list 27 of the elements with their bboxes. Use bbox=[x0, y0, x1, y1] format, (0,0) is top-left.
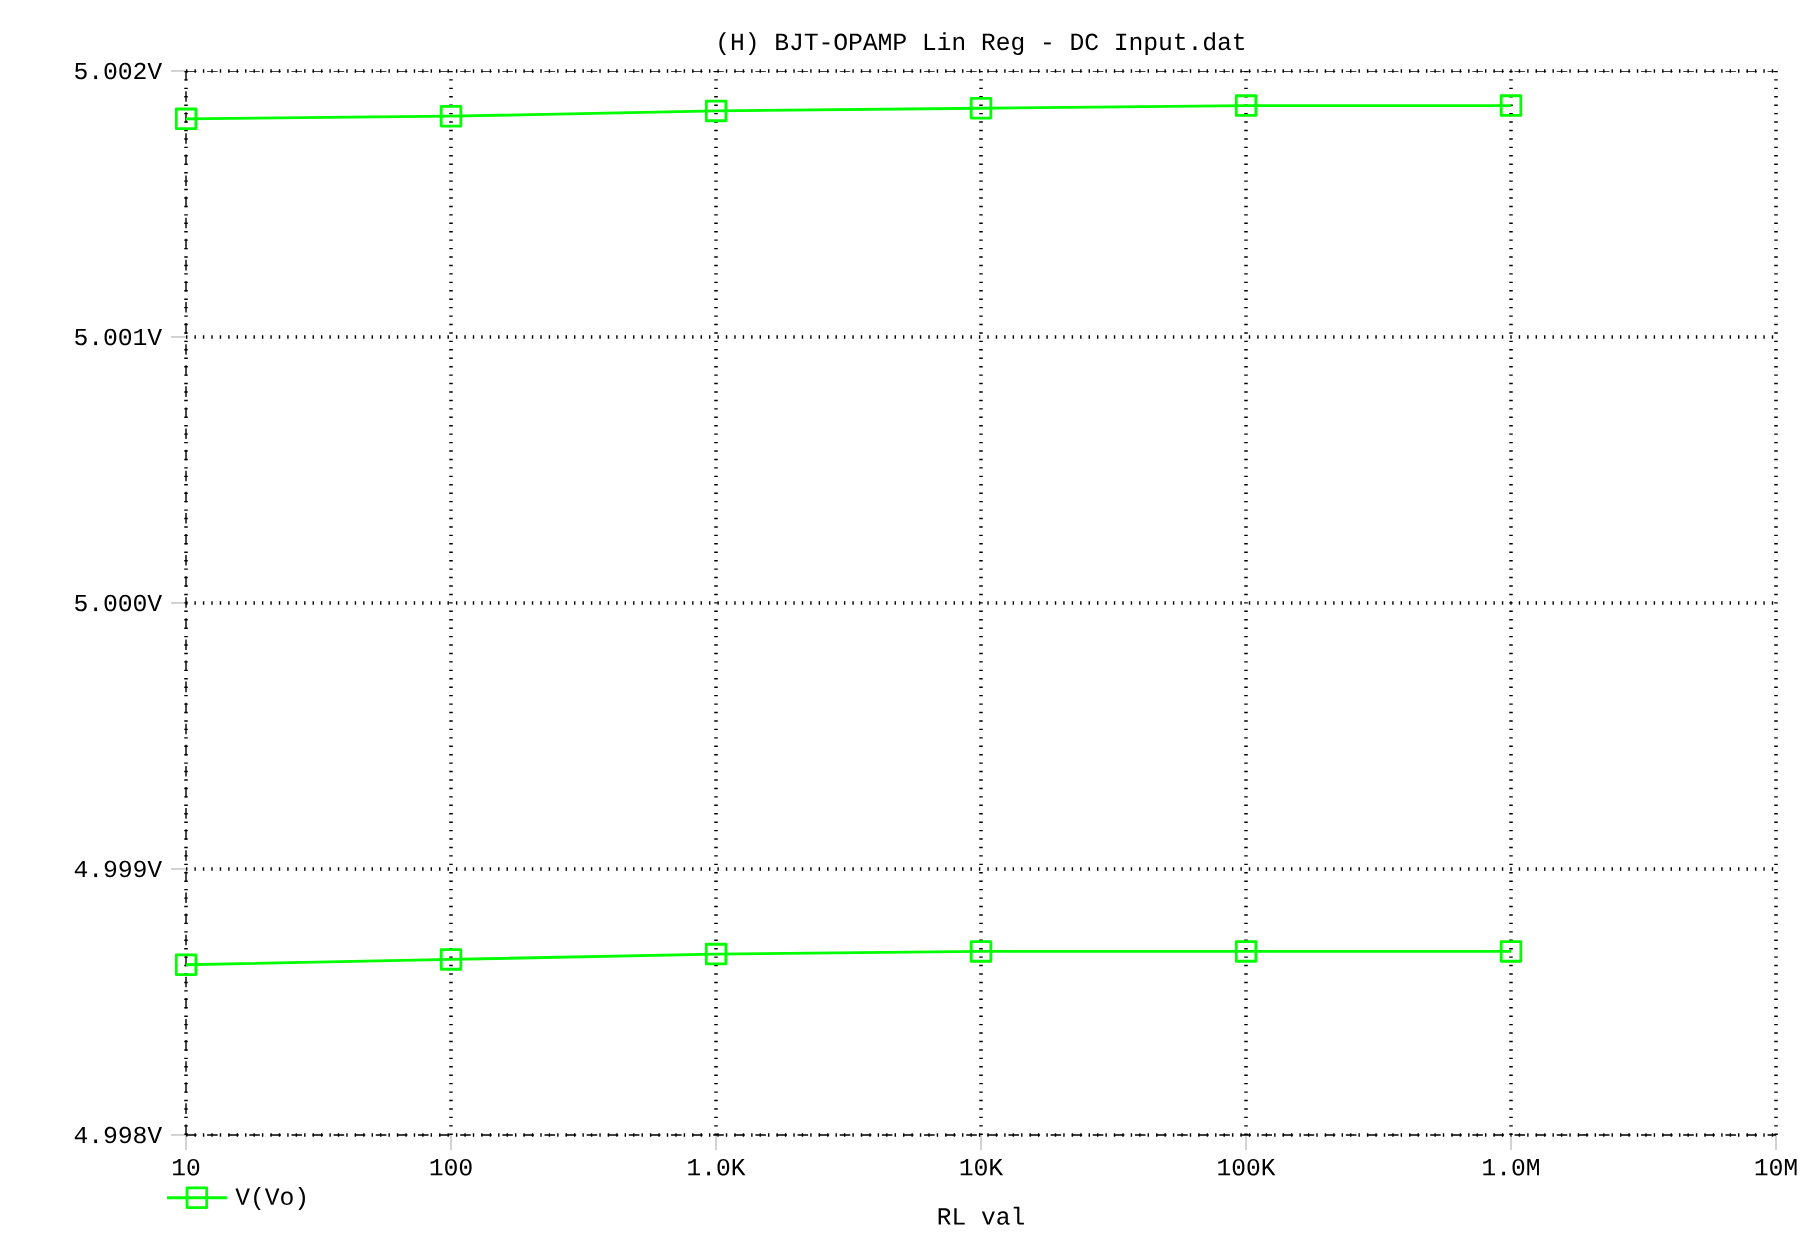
legend-label: V(Vo) bbox=[235, 1187, 305, 1210]
x-axis-title: RL val bbox=[938, 1206, 1024, 1225]
point bbox=[439, 948, 463, 971]
point bbox=[1499, 94, 1523, 117]
point bbox=[1234, 940, 1258, 963]
chart-title: (H) BJT-OPAMP Lin Reg - DC Input.dat bbox=[719, 32, 1245, 56]
point bbox=[439, 104, 463, 128]
x-tick-label: 1.0M bbox=[1483, 1158, 1539, 1176]
point bbox=[1499, 940, 1523, 963]
x-tick-label: 100K bbox=[1218, 1158, 1276, 1176]
y-tick-label: 5.002V bbox=[75, 62, 162, 80]
x-tick-label: 10 bbox=[173, 1158, 200, 1176]
y-tick-label: 4.998V bbox=[74, 1126, 162, 1144]
x-tick-label: 10M bbox=[1755, 1158, 1797, 1176]
point bbox=[704, 99, 728, 123]
point bbox=[174, 107, 198, 131]
x-tick-label: 1.0K bbox=[688, 1158, 746, 1176]
y-tick-label: 5.001V bbox=[75, 328, 162, 346]
point bbox=[969, 96, 993, 120]
point bbox=[174, 953, 198, 976]
point bbox=[704, 942, 728, 966]
x-tick-label: 10K bbox=[960, 1158, 1004, 1176]
y-tick-label: 5.000V bbox=[75, 594, 162, 612]
y-tick-label: 4.999V bbox=[74, 860, 162, 878]
point bbox=[1234, 94, 1258, 117]
x-tick-label: 100 bbox=[430, 1158, 472, 1176]
point bbox=[969, 940, 993, 963]
